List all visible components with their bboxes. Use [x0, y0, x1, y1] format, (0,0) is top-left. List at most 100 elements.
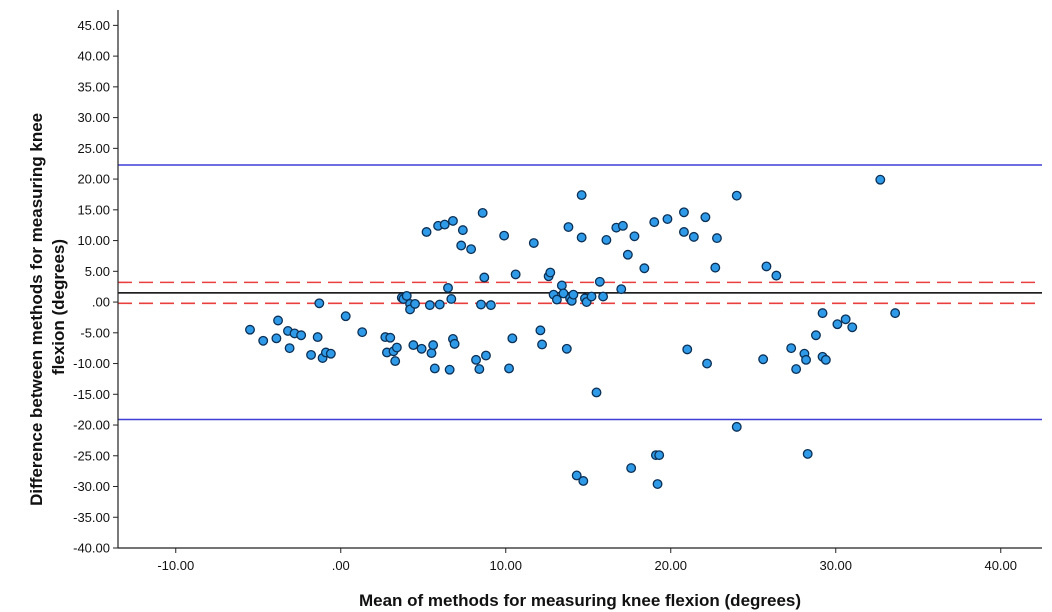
data-point [408, 340, 419, 351]
y-tick-label: .00 [92, 295, 110, 310]
data-point [875, 174, 886, 185]
data-point [312, 332, 323, 343]
x-tick-label: 40.00 [984, 558, 1017, 573]
data-point [576, 190, 587, 201]
data-point [571, 470, 582, 481]
x-tick-label: -10.00 [157, 558, 194, 573]
data-point [832, 319, 843, 330]
data-point [758, 354, 769, 365]
data-point [476, 299, 486, 310]
data-point [594, 276, 605, 287]
data-point [296, 330, 307, 341]
data-point [731, 190, 742, 201]
x-tick-label: 30.00 [819, 558, 852, 573]
data-point [258, 335, 269, 346]
y-tick-label: -25.00 [73, 448, 110, 463]
data-point [485, 300, 496, 311]
x-tick-labels: -10.00 .00 10.00 20.00 30.00 40.00 [157, 558, 1017, 573]
data-point [449, 338, 460, 349]
data-point [434, 299, 445, 310]
data-point [679, 227, 689, 237]
data-point [504, 363, 515, 374]
data-point [811, 330, 821, 341]
data-point [556, 280, 567, 291]
data-point [426, 348, 437, 359]
data-point [457, 225, 468, 236]
y-tick-label: 20.00 [77, 172, 110, 187]
data-point [629, 231, 640, 242]
data-point [622, 249, 633, 260]
data-point [591, 387, 602, 398]
y-tick-label: 40.00 [77, 49, 110, 64]
data-point [682, 344, 693, 355]
x-tick-label: 10.00 [489, 558, 522, 573]
data-point [471, 354, 482, 365]
y-axis-title-line-2: flexion (degrees) [49, 239, 68, 375]
data-point [802, 448, 813, 459]
data-point [284, 343, 295, 354]
data-point [477, 207, 488, 218]
data-point [466, 244, 477, 255]
data-point [446, 294, 457, 304]
data-point [340, 311, 351, 322]
y-tick-label: -35.00 [73, 510, 110, 525]
data-point [507, 333, 518, 344]
y-tick-label: 35.00 [77, 79, 110, 94]
data-point [598, 291, 609, 302]
data-point [314, 298, 325, 309]
reference-lines [118, 164, 1042, 421]
data-point [391, 342, 402, 353]
y-tick-label: -40.00 [73, 541, 110, 556]
data-point [325, 348, 336, 359]
data-point [847, 322, 858, 333]
data-point [448, 215, 458, 226]
y-tick-label: -30.00 [73, 479, 110, 494]
data-point [820, 354, 831, 365]
data-point [410, 298, 420, 309]
data-point [245, 324, 255, 335]
data-point [817, 308, 828, 319]
axes [113, 10, 1042, 553]
data-point [439, 219, 450, 230]
data-point [639, 263, 650, 274]
x-axis-title: Mean of methods for measuring knee flexi… [359, 591, 801, 610]
data-point [771, 270, 782, 281]
data-point [528, 238, 539, 248]
data-point [652, 479, 663, 490]
data-point [537, 339, 548, 350]
data-point [662, 214, 673, 225]
data-point [626, 463, 637, 474]
data-point [510, 269, 521, 280]
data-point [576, 232, 587, 243]
data-point [481, 350, 491, 361]
data-point [791, 364, 802, 375]
data-point [429, 363, 440, 374]
data-point [499, 230, 510, 241]
data-point [700, 212, 711, 223]
data-point [710, 262, 721, 273]
data-point [273, 315, 284, 326]
data-point [840, 314, 851, 325]
y-tick-label: 25.00 [77, 141, 110, 156]
data-point [357, 327, 368, 338]
data-point [890, 308, 901, 319]
data-point [444, 364, 455, 375]
y-tick-label: 45.00 [77, 18, 110, 33]
data-point [601, 235, 612, 245]
data-point [616, 284, 627, 295]
data-point [306, 349, 317, 360]
data-point [558, 288, 569, 299]
data-point [401, 290, 412, 301]
data-point [385, 332, 396, 343]
data-point [424, 300, 435, 311]
data-point [561, 343, 572, 354]
data-point [801, 354, 812, 365]
y-tick-label: -20.00 [73, 418, 110, 433]
data-point [390, 356, 401, 367]
data-point [578, 476, 589, 486]
data-point [649, 217, 660, 228]
y-tick-label: -15.00 [73, 387, 110, 402]
y-tick-label: 30.00 [77, 110, 110, 125]
data-point [443, 282, 453, 293]
